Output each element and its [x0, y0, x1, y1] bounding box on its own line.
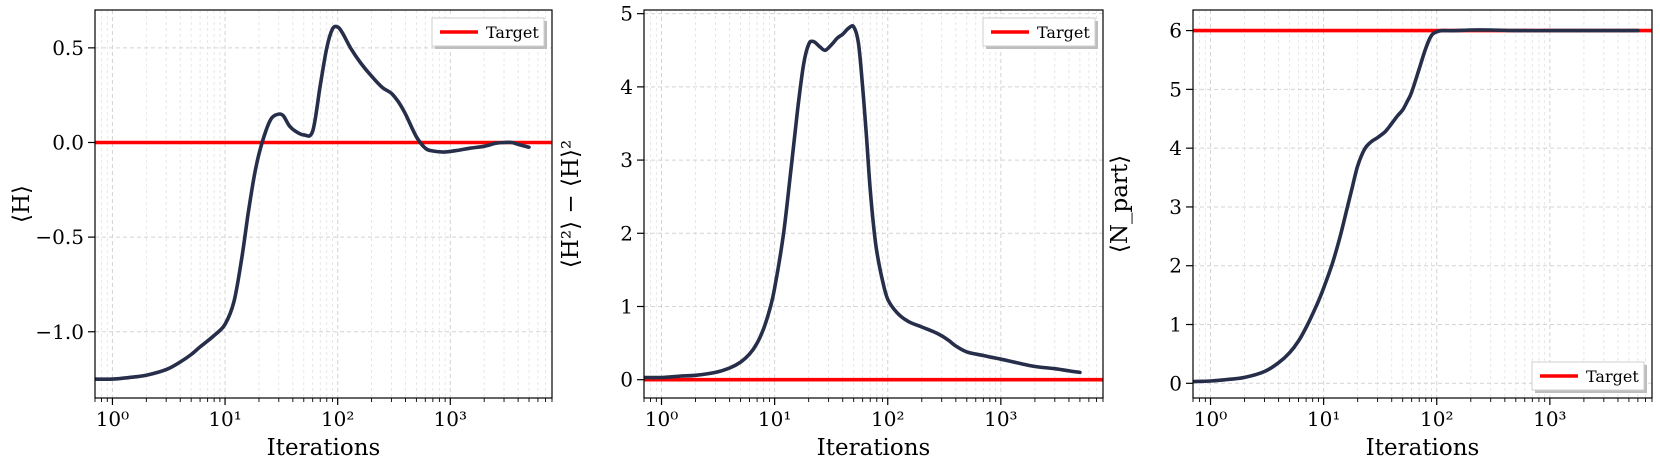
plot-frame: [643, 9, 1104, 399]
y-tick-label: 5: [620, 2, 633, 26]
legend: Target: [982, 17, 1098, 49]
x-tick-label: 10³: [434, 407, 467, 431]
y-tick-label: 4: [620, 75, 633, 99]
y-tick-label: −0.5: [35, 225, 84, 249]
y-tick-label: 2: [1169, 254, 1182, 278]
x-tick-label: 10⁰: [1194, 407, 1227, 431]
y-axis-label: ⟨H⟩: [9, 185, 35, 223]
y-axis: −1.0 −0.5 0.0 0.5: [35, 36, 95, 344]
y-tick-label: 4: [1169, 136, 1182, 160]
y-axis-label: ⟨N_part⟩: [1107, 155, 1133, 253]
x-tick-label: 10¹: [208, 407, 241, 431]
series-line-estimate: [1193, 28, 1640, 384]
x-axis: 10⁰ 10¹ 10² 10³: [643, 398, 1104, 431]
series-line-estimate: [644, 24, 1082, 380]
x-tick-label: 10³: [984, 407, 1017, 431]
x-tick-label: 10²: [321, 407, 354, 431]
x-tick-label: 10²: [1420, 407, 1453, 431]
legend: Target: [1531, 361, 1647, 393]
y-tick-label: 1: [620, 294, 633, 318]
series-line-estimate: [95, 24, 531, 382]
y-axis: 0 1 2 3 4 5: [620, 2, 644, 392]
y-tick-label: 0: [620, 368, 633, 392]
chart-panel-1: 10⁰ 10¹ 10² 10³ −1.0 −0.5 0.0 0.5 Iterations ⟨H⟩ T…: [9, 9, 553, 461]
y-axis-label: ⟨H²⟩ − ⟨H⟩²: [558, 140, 584, 268]
y-tick-label: 0: [1169, 371, 1182, 395]
x-axis-label: Iterations: [1366, 435, 1480, 461]
x-tick-label: 10¹: [758, 407, 791, 431]
y-tick-label: 0.5: [52, 36, 84, 60]
x-tick-label: 10¹: [1307, 407, 1340, 431]
legend: Target: [431, 17, 547, 49]
x-tick-label: 10⁰: [96, 407, 129, 431]
y-tick-label: 6: [1169, 19, 1182, 43]
grid: [1192, 10, 1653, 398]
legend-label: Target: [1586, 367, 1639, 386]
y-tick-label: 3: [1169, 195, 1182, 219]
x-axis: 10⁰ 10¹ 10² 10³: [94, 398, 553, 431]
plot-frame: [1192, 9, 1653, 399]
legend-label: Target: [486, 23, 539, 42]
x-axis-label: Iterations: [267, 435, 381, 461]
y-axis: 0 1 2 3 4 5 6: [1169, 19, 1193, 395]
y-tick-label: 1: [1169, 313, 1182, 337]
y-tick-label: 0.0: [52, 130, 84, 154]
y-tick-label: 5: [1169, 77, 1182, 101]
legend-label: Target: [1037, 23, 1090, 42]
x-tick-label: 10⁰: [645, 407, 678, 431]
y-tick-label: 2: [620, 221, 633, 245]
chart-panel-2: 10⁰ 10¹ 10² 10³ 0 1 2 3 4 5 Iterations ⟨H²⟩ − ⟨H⟩² T…: [558, 2, 1104, 461]
y-tick-label: 3: [620, 148, 633, 172]
x-axis-label: Iterations: [817, 435, 931, 461]
y-tick-label: −1.0: [35, 320, 84, 344]
chart-panel-3: 10⁰ 10¹ 10² 10³ 0 1 2 3 4 5 6 Iterations ⟨N_part⟩ Tar…: [1107, 9, 1653, 461]
x-tick-label: 10²: [871, 407, 904, 431]
plot-frame: [94, 9, 553, 399]
grid: [643, 10, 1104, 398]
x-tick-label: 10³: [1533, 407, 1566, 431]
x-axis: 10⁰ 10¹ 10² 10³: [1192, 398, 1653, 431]
